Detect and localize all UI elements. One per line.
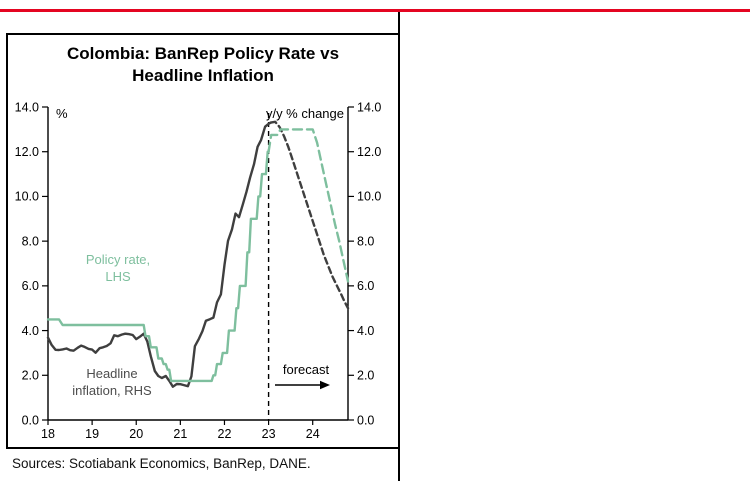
left-axis-unit-label: % — [56, 106, 68, 121]
left-axis-tick-label: 4.0 — [22, 324, 39, 338]
left-axis-tick-label: 8.0 — [22, 234, 39, 248]
inflation-series-line — [46, 121, 272, 388]
right-border-extension-bottom — [398, 449, 400, 481]
forecast-arrow-head — [320, 380, 330, 390]
right-axis-tick-label: 0.0 — [357, 413, 374, 427]
policy-series-label: Policy rate, LHS — [63, 251, 173, 285]
brand-red-rule — [0, 9, 750, 12]
right-axis-tick-label: 2.0 — [357, 369, 374, 383]
chart-title-line2: Headline Inflation — [132, 66, 274, 85]
x-axis-tick-label: 21 — [173, 427, 187, 441]
right-axis-tick-label: 12.0 — [357, 145, 381, 159]
policy-series-label-line2: LHS — [105, 269, 131, 284]
left-axis-tick-label: 10.0 — [15, 190, 39, 204]
x-axis-tick-label: 18 — [41, 427, 55, 441]
right-axis-tick-label: 14.0 — [357, 100, 381, 114]
inflation-series-label: Headline inflation, RHS — [53, 365, 171, 399]
inflation-series-label-line2: inflation, RHS — [72, 383, 152, 398]
left-axis-tick-label: 12.0 — [15, 145, 39, 159]
policy-series-forecast-line — [267, 128, 350, 283]
x-axis-tick-label: 23 — [262, 427, 276, 441]
policy-series-line — [46, 150, 270, 383]
inflation-series-label-line1: Headline — [86, 366, 138, 381]
left-axis-tick-label: 6.0 — [22, 279, 39, 293]
right-axis-unit-label: y/y % change — [265, 106, 344, 121]
x-axis-tick-label: 20 — [129, 427, 143, 441]
chart-title: Colombia: BanRep Policy Rate vs Headline… — [8, 43, 398, 87]
chart-card: Colombia: BanRep Policy Rate vs Headline… — [6, 33, 400, 449]
sources-note: Sources: Scotiabank Economics, BanRep, D… — [12, 456, 311, 471]
x-axis-tick-label: 19 — [85, 427, 99, 441]
right-border-extension-top — [398, 12, 400, 33]
right-axis-tick-label: 10.0 — [357, 190, 381, 204]
x-axis-tick-label: 24 — [306, 427, 320, 441]
right-axis-tick-label: 6.0 — [357, 279, 374, 293]
chart-title-line1: Colombia: BanRep Policy Rate vs — [66, 44, 340, 63]
left-axis-tick-label: 14.0 — [15, 100, 39, 114]
right-axis-tick-label: 4.0 — [357, 324, 374, 338]
forecast-annotation-label: forecast — [282, 362, 330, 377]
right-axis-tick-label: 8.0 — [357, 234, 374, 248]
left-axis-tick-label: 0.0 — [22, 413, 39, 427]
inflation-series-forecast-line — [269, 120, 350, 310]
left-axis-tick-label: 2.0 — [22, 369, 39, 383]
policy-series-label-line1: Policy rate, — [85, 252, 151, 267]
x-axis-tick-label: 22 — [218, 427, 232, 441]
chart-plot: 0.0 0.0 2.0 2.0 4.0 4.0 6.0 6.0 8.0 8.0 10.0 10.0 12… — [15, 100, 382, 441]
